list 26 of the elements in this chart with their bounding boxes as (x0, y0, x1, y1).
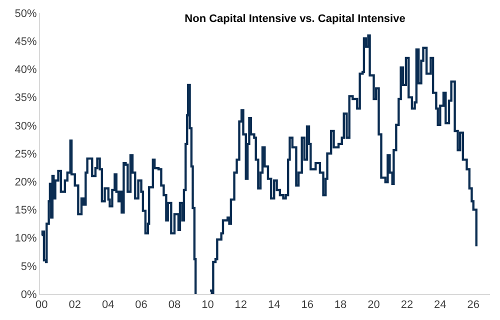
y-tick-label: 20% (14, 176, 38, 188)
x-tick-label: 10 (202, 299, 214, 312)
x-tick-label: 00 (36, 299, 48, 312)
x-tick-label: 12 (234, 299, 248, 312)
y-tick-label: 40% (14, 64, 38, 76)
x-tick-label: 02 (68, 299, 81, 312)
x-tick-label: 24 (434, 299, 446, 312)
y-tick-label: 50% (14, 8, 38, 20)
x-tick-label: 08 (168, 299, 181, 312)
y-tick-label: 45% (14, 36, 38, 48)
x-tick-label: 20 (368, 299, 380, 312)
x-tick-label: 04 (102, 299, 114, 312)
y-tick-label: 30% (14, 120, 38, 132)
y-tick-label: 35% (14, 92, 38, 104)
x-tick-label: 14 (268, 299, 280, 312)
x-tick-label: 06 (135, 299, 148, 312)
x-tick-label: 22 (400, 299, 414, 312)
y-tick-label: 0% (20, 288, 38, 301)
y-tick-label: 25% (14, 148, 38, 160)
y-tick-label: 5% (20, 260, 38, 273)
x-tick-label: 26 (467, 299, 480, 312)
x-tick-label: 16 (301, 299, 314, 312)
x-tick-label: 18 (334, 299, 347, 312)
chart-title: Non Capital Intensive vs. Capital Intensive (184, 13, 406, 26)
y-tick-label: 10% (14, 232, 38, 245)
y-tick-label: 15% (14, 204, 38, 217)
